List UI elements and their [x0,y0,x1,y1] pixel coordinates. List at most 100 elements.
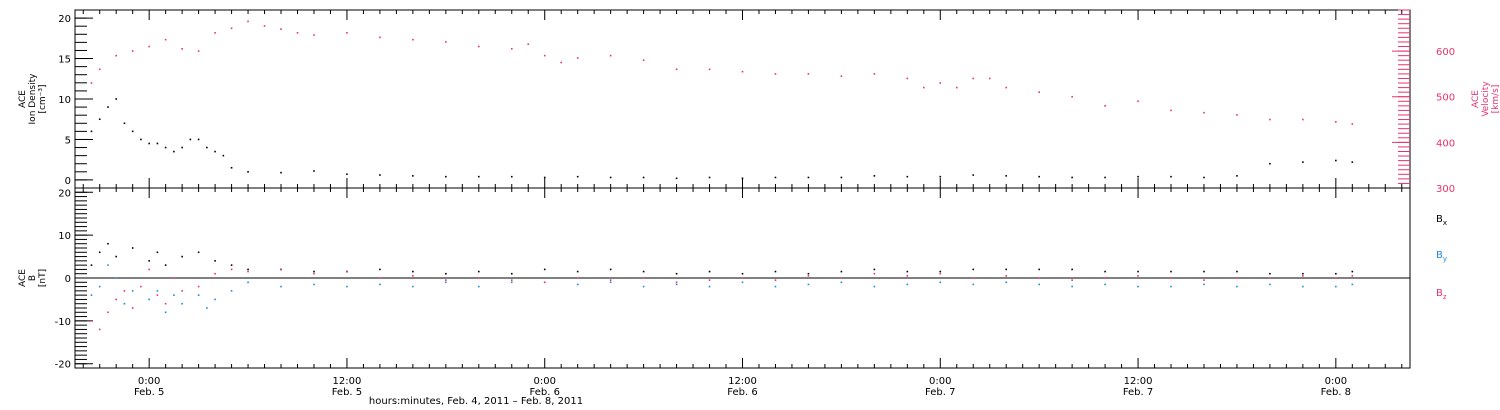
velocity-axis-tick-label: 600 [1436,47,1455,58]
by-point [873,285,876,288]
bz-point [123,290,126,292]
ion-density-point [156,142,159,145]
velocity-point [807,73,810,75]
by-point [131,290,134,292]
bx-point [1170,270,1172,273]
ion-density-point [164,146,167,149]
bz-point [840,277,843,279]
bx-point [197,251,200,254]
b-field-axis-label-group: ACE B [nT] [18,269,48,287]
bz-point [477,277,480,279]
x-tick-date: Feb. 6 [727,387,757,398]
velocity-point [131,50,134,52]
ion-density-point [1104,176,1106,179]
by-point [230,290,233,292]
bx-point [148,260,150,262]
velocity-point [609,54,612,57]
bx-point [115,255,118,258]
legend-sub: z [1443,293,1447,301]
velocity-point [527,43,530,46]
ion-density-point [774,176,777,179]
by-point [1038,283,1040,286]
bz-point [741,277,744,279]
legend-by: By [1436,250,1447,263]
density-axis-tick-label: 5 [65,135,71,146]
ion-density-point [1269,162,1271,165]
density-axis-tick-label: 20 [58,14,71,25]
velocity-point [1269,118,1271,121]
by-point [741,281,744,284]
ion-density-point [510,175,513,178]
ion-density-point [972,174,975,176]
bx-point [156,251,159,254]
ion-density-point [247,171,249,173]
b-field-axis-tick-label: 20 [58,188,71,199]
bx-point [906,270,909,273]
ion-density-point [576,175,579,178]
bx-point [576,270,579,273]
velocity-point [197,50,200,52]
velocity-point [774,73,777,75]
ion-density-point [214,150,216,153]
by-point [1137,285,1139,288]
bz-point [972,277,975,279]
ion-density-point [107,106,109,108]
bx-point [131,247,134,249]
b-field-axis-label-line: ACE [18,269,28,287]
bz-point [708,279,711,281]
velocity-point [922,86,925,89]
velocity-point [560,61,563,64]
ion-density-point [939,175,942,178]
by-point [214,298,216,301]
bz-point [939,272,942,275]
bx-point [774,270,777,273]
by-point [107,264,109,266]
bx-point [214,260,216,262]
velocity-point [543,54,546,57]
bz-point [90,320,93,322]
bz-point [1203,279,1205,281]
velocity-axis-tick-label: 400 [1436,138,1455,149]
ion-density-point [148,142,150,145]
bx-point [1269,272,1271,275]
velocity-point [280,28,282,30]
ion-density-point [642,176,645,179]
bx-point [247,268,249,271]
bz-point [1269,277,1271,279]
velocity-axis-tick-label: 300 [1436,184,1455,195]
bz-point [576,277,579,279]
velocity-point [955,86,958,89]
x-tick-date: Feb. 6 [530,387,560,398]
b-field-axis-label-line: B [28,275,38,281]
bx-point [313,270,315,273]
bx-point [1236,270,1238,273]
bx-point [1104,270,1106,273]
ion-density-point [131,130,134,133]
ion-density-point [313,170,315,172]
bz-point [280,268,282,271]
bz-point [412,275,414,277]
velocity-point [1137,100,1139,103]
bz-point [1104,277,1106,279]
by-point [98,285,101,288]
bz-point [1038,277,1040,279]
bx-point [1005,268,1008,271]
x-tick-date: Feb. 7 [1123,387,1153,398]
by-point [173,294,175,296]
x-tick-time: 0:00 [929,376,951,387]
ion-density-point [173,150,175,153]
x-axis-title: hours:minutes, Feb. 4, 2011 – Feb. 8, 20… [369,396,583,407]
velocity-point [412,38,414,41]
velocity-point [1351,123,1354,125]
legend-sub: x [1443,219,1447,227]
by-point [1005,281,1008,284]
velocity-point [642,59,645,62]
ion-density-point [1351,161,1354,163]
by-point [445,281,447,284]
bx-point [807,272,810,275]
ion-density-point [609,176,612,179]
by-point [1236,285,1238,288]
ion-density-point [206,146,208,149]
